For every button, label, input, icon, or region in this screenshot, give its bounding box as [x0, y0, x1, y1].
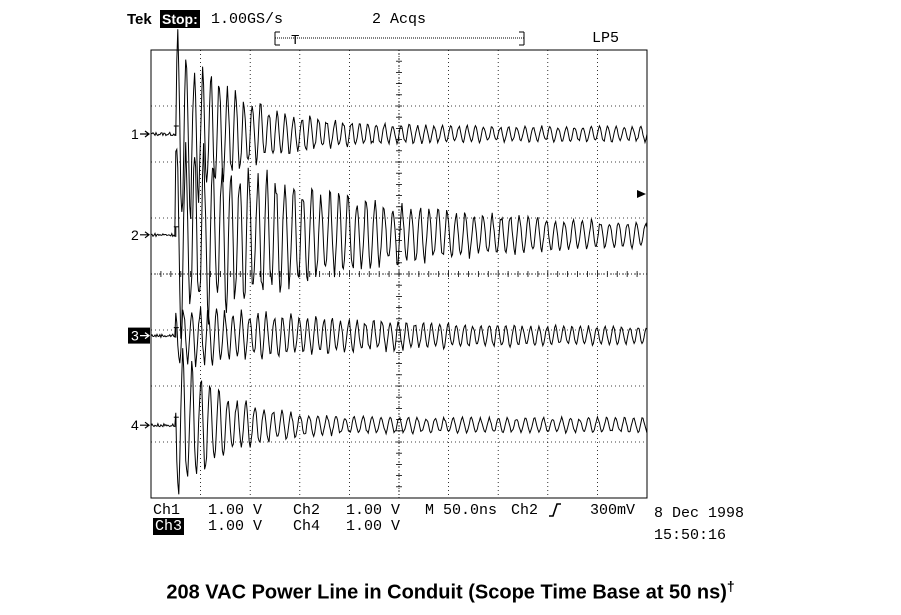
channel-markers: 1 2 3 4: [128, 126, 150, 433]
scope-label: LP5: [592, 30, 620, 47]
ch1-scale: 1.00 V: [208, 502, 263, 519]
trace-ch2: [150, 142, 648, 339]
stop-status-badge: Stop:: [160, 10, 200, 28]
channel-marker-3: 3: [131, 328, 139, 344]
channel-marker-1: 1: [131, 126, 139, 142]
channel-marker-arrow-icon: [140, 231, 150, 239]
record-position-bar: T: [274, 31, 525, 49]
ch3-scale: 1.00 V: [208, 518, 263, 535]
trigger-marker: T: [291, 33, 299, 49]
ch1-label: Ch1: [153, 502, 181, 519]
time-readout: 15:50:16: [654, 527, 727, 544]
trace-ch4: [150, 348, 648, 495]
timebase-readout: M 50.0ns: [425, 502, 498, 519]
rising-edge-icon: [549, 503, 561, 517]
trigger-level: 300mV: [590, 502, 636, 519]
ch2-scale: 1.00 V: [346, 502, 401, 519]
channel-marker-arrow-icon: [140, 332, 150, 340]
ch3-label: Ch3: [153, 518, 185, 535]
sample-rate: 1.00GS/s: [211, 11, 284, 28]
trace-ch1: [150, 29, 648, 219]
trigger-source: Ch2: [511, 502, 539, 519]
waveform-traces: [150, 29, 648, 495]
ch4-scale: 1.00 V: [346, 518, 401, 535]
brand-label: Tek: [127, 11, 152, 28]
channel-marker-highlight: [128, 327, 150, 344]
date-readout: 8 Dec 1998: [654, 505, 745, 522]
trace-ch3: [150, 306, 648, 368]
ch4-label: Ch4: [293, 518, 321, 535]
acquisition-count: 2 Acqs: [372, 11, 427, 28]
channel-marker-arrow-icon: [140, 421, 150, 429]
channel-marker-arrow-icon: [140, 130, 150, 138]
ch2-label: Ch2: [293, 502, 321, 519]
channel-marker-2: 2: [131, 227, 139, 243]
graticule: [150, 49, 648, 499]
trigger-level-icon: [637, 190, 646, 198]
figure-caption: 208 VAC Power Line in Conduit (Scope Tim…: [166, 578, 735, 604]
channel-marker-4: 4: [131, 417, 139, 433]
